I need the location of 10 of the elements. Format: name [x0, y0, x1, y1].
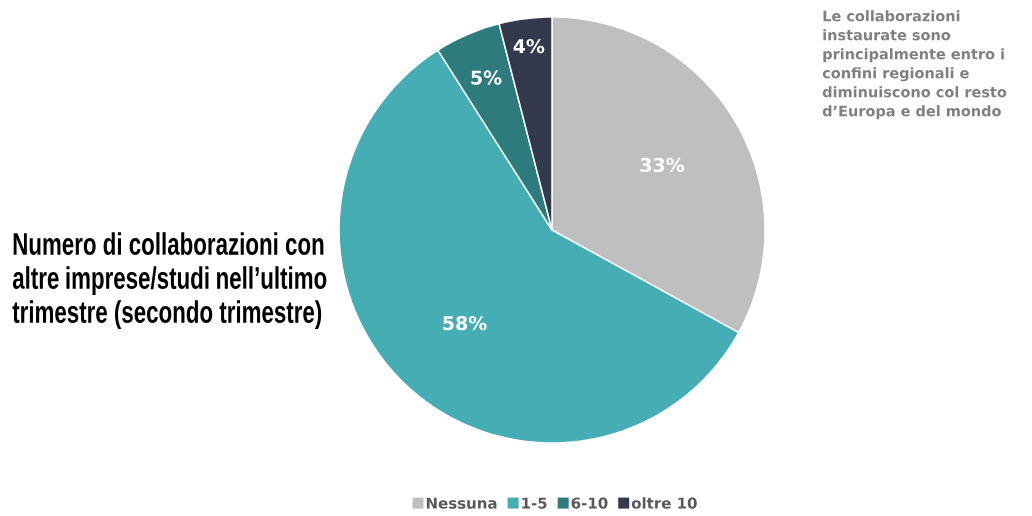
data-label: 5% [471, 70, 502, 85]
legend-label: 1-5 [522, 497, 547, 509]
legend-label: 6-10 [571, 497, 608, 509]
legend-label: Nessuna [426, 497, 497, 509]
data-label: 58% [443, 315, 487, 331]
legend-label: oltre 10 [631, 497, 697, 509]
data-label: 4% [513, 38, 545, 54]
data-label: 33% [640, 157, 685, 173]
text: Numero di collaborazioni con altre imprese/studi nell’ultimo trimestre (secondo trimestre) [12, 232, 327, 330]
text: Le collaborazioni instaurate sono principalmente entro i confini regionali e diminuiscono col resto d’Europa e del mondo [822, 10, 1007, 120]
